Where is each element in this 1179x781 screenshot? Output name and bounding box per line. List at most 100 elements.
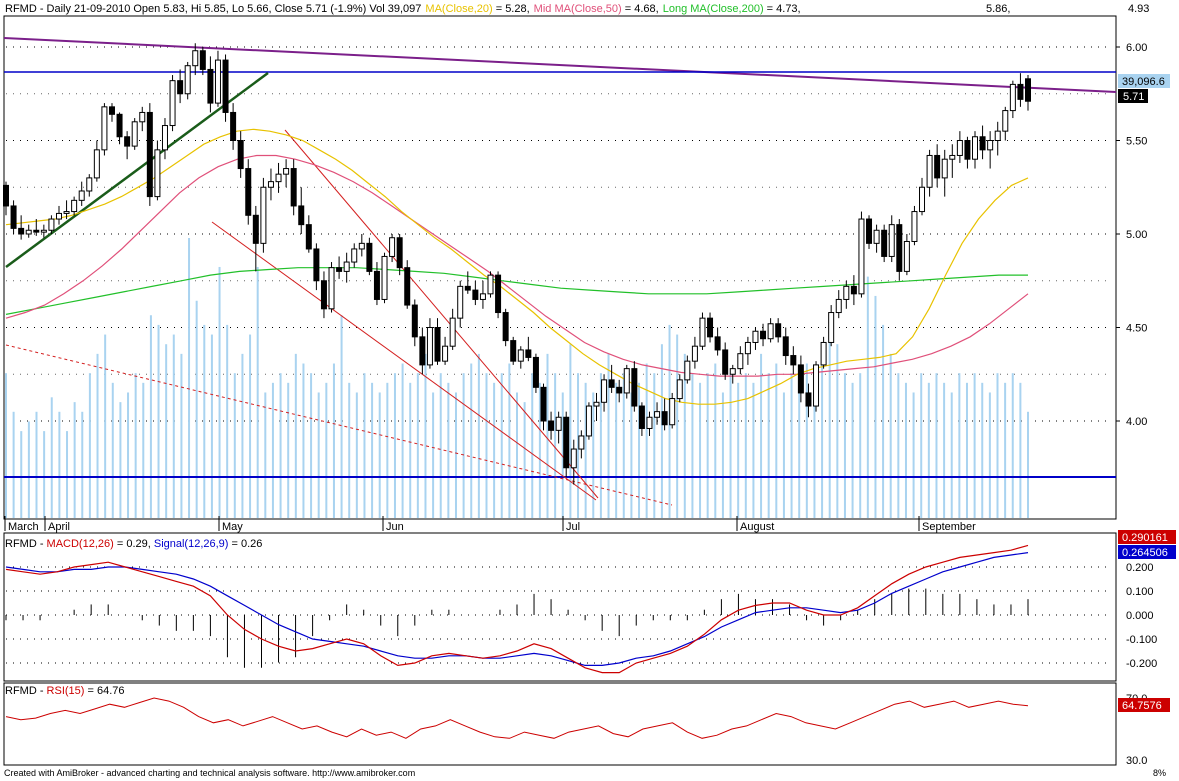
volume-bar bbox=[348, 382, 351, 518]
volume-bar bbox=[119, 402, 122, 518]
red-dotted-line bbox=[5, 344, 673, 506]
volume-bar bbox=[371, 382, 374, 518]
close-value-box bbox=[1118, 89, 1148, 103]
volume-bar bbox=[874, 295, 877, 518]
volume-bar bbox=[111, 382, 114, 518]
volume-bar bbox=[210, 334, 213, 518]
volume-bar bbox=[622, 373, 625, 518]
price-axis-label: 5.50 bbox=[1126, 136, 1147, 148]
volume-bar bbox=[973, 373, 976, 518]
macd-line bbox=[5, 544, 1029, 674]
candle-body bbox=[964, 140, 971, 160]
candle-body bbox=[373, 270, 380, 300]
candle-body bbox=[389, 237, 396, 257]
candle-body bbox=[979, 136, 986, 151]
candle-body bbox=[949, 154, 956, 160]
volume-bar bbox=[1011, 373, 1014, 518]
volume-bar bbox=[836, 344, 839, 518]
candle-body bbox=[563, 416, 570, 469]
volume-bar bbox=[546, 353, 549, 518]
volume-bar bbox=[538, 382, 541, 518]
rsi-panel-frame bbox=[3, 682, 1117, 766]
candle-body bbox=[502, 312, 509, 342]
candle-body bbox=[616, 386, 623, 394]
candle-body bbox=[850, 285, 857, 295]
volume-bar bbox=[378, 392, 381, 518]
candle-body bbox=[919, 186, 926, 213]
candle-body bbox=[86, 177, 93, 192]
candle-body bbox=[40, 229, 47, 233]
candle-body bbox=[283, 168, 290, 175]
volume-bar bbox=[409, 382, 412, 518]
volume-bar bbox=[752, 382, 755, 518]
candle-body bbox=[729, 368, 736, 375]
volume-bar bbox=[508, 363, 511, 518]
candle-body bbox=[298, 205, 305, 226]
candle-body bbox=[1017, 83, 1024, 100]
volume-bar bbox=[416, 373, 419, 518]
month-label: March bbox=[8, 521, 39, 533]
volume-bar bbox=[127, 392, 130, 518]
footer-credit: Created with AmiBroker - advanced charti… bbox=[4, 768, 416, 778]
volume-bar bbox=[104, 334, 107, 518]
volume-bar bbox=[790, 373, 793, 518]
volume-bar bbox=[317, 392, 320, 518]
volume-bar bbox=[981, 382, 984, 518]
volume-bar bbox=[775, 363, 778, 518]
volume-bar bbox=[88, 373, 91, 518]
candle-body bbox=[608, 379, 615, 388]
moving-averages bbox=[5, 128, 1029, 405]
candle-body bbox=[131, 121, 138, 147]
volume-bar bbox=[943, 382, 946, 518]
candle-body bbox=[464, 285, 471, 291]
volume-bar bbox=[58, 411, 61, 518]
candle-body bbox=[260, 186, 267, 244]
volume-bar bbox=[172, 334, 175, 518]
header-extra-value: 5.86, bbox=[986, 3, 1010, 15]
red-channel-lower bbox=[211, 221, 597, 501]
candle-body bbox=[548, 420, 555, 431]
volume-bar bbox=[355, 392, 358, 518]
volume-bar bbox=[561, 392, 564, 518]
rsi-value-box bbox=[1118, 698, 1170, 712]
volume-bar bbox=[462, 373, 465, 518]
volume-bar bbox=[798, 382, 801, 518]
candle-body bbox=[866, 218, 873, 244]
volume-bar bbox=[81, 411, 84, 518]
candle-body bbox=[858, 218, 865, 295]
candle-body bbox=[101, 106, 108, 151]
volume-bar bbox=[531, 373, 534, 518]
volume-bar bbox=[203, 324, 206, 518]
candle-body bbox=[245, 168, 252, 216]
header-ticker-info: RFMD - Daily 21-09-2010 Open 5.83, Hi 5.… bbox=[5, 3, 421, 15]
macd-axis-label: -0.100 bbox=[1126, 634, 1157, 646]
volume-bar bbox=[996, 373, 999, 518]
candle-body bbox=[33, 229, 40, 233]
red-channel-upper bbox=[284, 129, 599, 499]
candle-body bbox=[328, 267, 335, 310]
candle-body bbox=[1025, 78, 1031, 102]
candle-body bbox=[722, 349, 729, 375]
price-axis: 6.00 5.50 5.00 4.50 4.00 bbox=[1116, 42, 1147, 428]
month-label: May bbox=[222, 521, 243, 533]
candle-body bbox=[305, 224, 312, 250]
candle-body bbox=[699, 317, 706, 347]
candle-body bbox=[25, 229, 32, 235]
volume-value-box bbox=[1118, 74, 1170, 88]
volume-bar bbox=[218, 266, 221, 518]
footer-right: 8% bbox=[1153, 768, 1167, 778]
candle-body bbox=[381, 255, 388, 300]
signal-value-box-label: 0.264506 bbox=[1122, 547, 1168, 559]
candle-body bbox=[366, 242, 373, 272]
candle-body bbox=[230, 111, 237, 141]
candle-body bbox=[661, 411, 668, 426]
month-label: Jul bbox=[566, 521, 580, 533]
close-value-label: 5.71 bbox=[1123, 91, 1144, 103]
volume-bar bbox=[226, 324, 229, 518]
volume-bar bbox=[920, 373, 923, 518]
volume-bar bbox=[310, 373, 313, 518]
volume-bar bbox=[904, 382, 907, 518]
header-ma50-label: Mid MA(Close,50) bbox=[534, 3, 622, 15]
candle-body bbox=[987, 140, 994, 151]
